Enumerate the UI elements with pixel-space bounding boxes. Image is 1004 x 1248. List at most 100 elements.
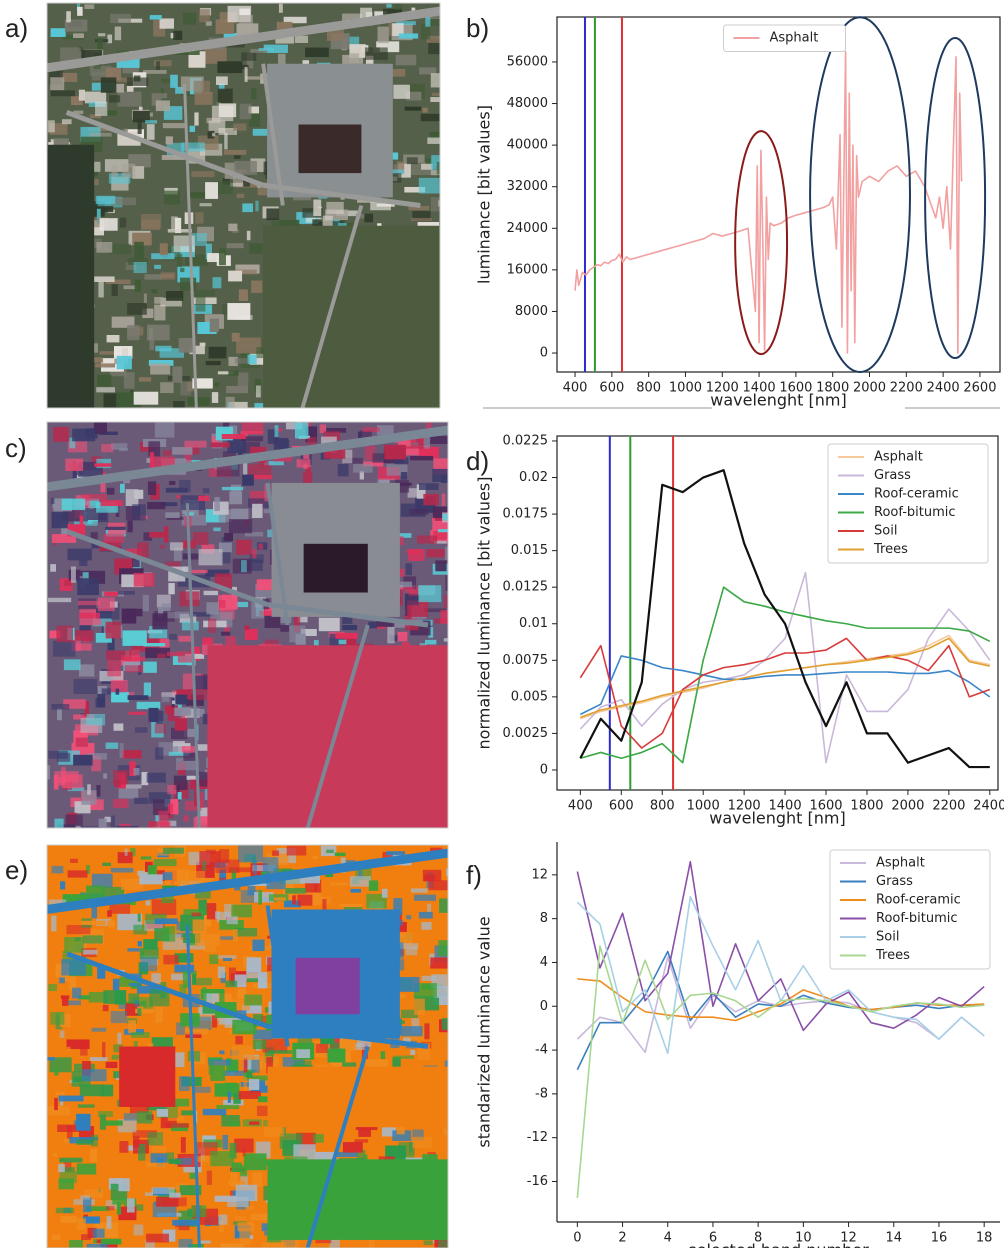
image-patch	[184, 815, 189, 821]
image-patch	[103, 1120, 123, 1125]
image-patch	[172, 366, 182, 382]
image-patch	[127, 86, 134, 92]
image-patch	[95, 698, 104, 708]
figure: a) b) c) d) e) f) 4006008001000120014001…	[0, 0, 1004, 1248]
image-patch	[259, 48, 274, 51]
image-patch	[117, 356, 132, 369]
image-patch	[104, 592, 118, 597]
image-patch	[210, 1065, 225, 1081]
image-patch	[253, 860, 257, 874]
x-tick-label: 0	[573, 1231, 581, 1246]
image-patch	[447, 1033, 471, 1046]
y-tick-label: -4	[535, 1043, 548, 1058]
image-patch	[323, 216, 333, 227]
image-patch	[66, 11, 71, 22]
image-patch	[120, 218, 126, 228]
image-patch	[111, 816, 115, 832]
image-patch	[188, 397, 210, 406]
image-patch	[178, 651, 194, 662]
image-patch	[48, 598, 71, 602]
image-patch	[160, 545, 165, 549]
image-patch	[134, 76, 141, 82]
image-patch	[147, 1132, 163, 1145]
image-patch	[50, 564, 56, 572]
image-block	[207, 645, 448, 828]
image-patch	[427, 137, 446, 143]
image-patch	[153, 828, 174, 833]
image-patch	[381, 1051, 385, 1059]
image-patch	[410, 1050, 415, 1055]
image-patch	[378, 27, 389, 44]
image-patch	[112, 165, 118, 177]
image-patch	[135, 1000, 139, 1007]
image-patch	[401, 472, 407, 480]
y-tick-label: 0.015	[511, 543, 548, 558]
image-patch	[239, 1091, 261, 1099]
image-patch	[244, 995, 262, 1006]
image-patch	[295, 36, 308, 43]
image-patch	[442, 494, 446, 506]
y-tick-label: 0	[540, 346, 548, 361]
image-patch	[75, 937, 81, 941]
image-patch	[48, 984, 57, 991]
y-tick-label: 48000	[507, 96, 548, 111]
legend-label: Soil	[874, 524, 897, 539]
image-patch	[172, 1220, 197, 1226]
image-patch	[82, 494, 107, 501]
image-patch	[198, 496, 209, 501]
image-patch	[215, 911, 220, 919]
image-patch	[65, 815, 82, 827]
image-patch	[92, 874, 113, 888]
image-patch	[241, 52, 256, 60]
image-patch	[387, 627, 394, 643]
image-patch	[146, 901, 151, 906]
image-patch	[51, 916, 56, 932]
image-patch	[427, 904, 431, 912]
image-patch	[87, 784, 91, 795]
image-patch	[446, 868, 462, 876]
image-patch	[152, 1187, 175, 1194]
image-patch	[126, 489, 139, 506]
image-patch	[190, 570, 208, 573]
image-patch	[238, 845, 263, 862]
image-patch	[146, 1162, 165, 1167]
image-patch	[218, 89, 233, 103]
image-patch	[297, 459, 311, 467]
image-patch	[62, 119, 72, 124]
image-patch	[58, 1164, 65, 1172]
image-patch	[249, 243, 262, 253]
image-patch	[206, 361, 221, 365]
image-patch	[438, 294, 460, 299]
x-tick-label: 2400	[927, 381, 960, 396]
image-patch	[76, 825, 81, 833]
image-patch	[120, 484, 125, 493]
image-patch	[440, 405, 444, 418]
image-patch	[222, 1135, 228, 1150]
image-patch	[223, 1071, 244, 1076]
image-patch	[196, 296, 206, 312]
image-patch	[156, 61, 160, 70]
image-patch	[218, 967, 225, 978]
image-patch	[343, 1142, 363, 1153]
image-patch	[134, 768, 140, 775]
image-patch	[405, 595, 418, 605]
image-patch	[229, 519, 252, 533]
image-patch	[106, 1062, 118, 1068]
aerial-image	[47, 422, 465, 841]
image-patch	[424, 1023, 429, 1039]
image-patch	[448, 871, 454, 879]
image-patch	[137, 1111, 152, 1123]
image-patch	[409, 509, 428, 515]
image-patch	[76, 738, 88, 747]
image-patch	[125, 849, 128, 856]
image-patch	[141, 856, 152, 859]
image-patch	[48, 1106, 70, 1115]
image-patch	[78, 1104, 95, 1107]
image-patch	[444, 638, 463, 641]
image-patch	[106, 1206, 114, 1210]
image-patch	[216, 1105, 239, 1109]
image-patch	[184, 441, 206, 448]
image-patch	[423, 494, 439, 505]
image-patch	[152, 289, 158, 293]
image-patch	[134, 242, 144, 259]
